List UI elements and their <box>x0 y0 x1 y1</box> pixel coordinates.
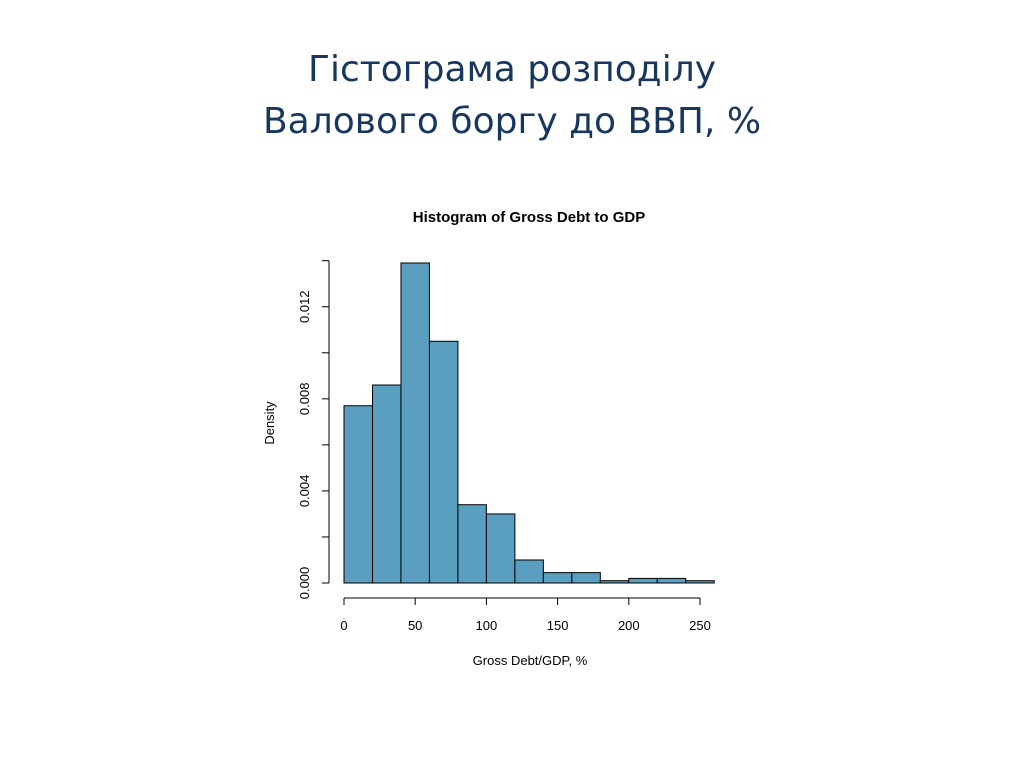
x-tick-label-4: 200 <box>618 618 640 633</box>
x-tick-label-1: 50 <box>408 618 422 633</box>
x-tick-label-5: 250 <box>689 618 711 633</box>
y-axis: 0.000 0.004 0.008 0.012 <box>297 260 330 600</box>
x-tick-label-2: 100 <box>476 618 498 633</box>
slide-title: Гістограма розподілу Валового боргу до В… <box>0 44 1024 148</box>
histogram-bar-12 <box>685 580 715 584</box>
y-axis-label: Density <box>262 401 277 445</box>
histogram-bar-6 <box>514 559 544 584</box>
chart-title: Histogram of Gross Debt to GDP <box>413 209 646 226</box>
slide-title-line-2: Валового боргу до ВВП, % <box>262 101 762 142</box>
x-axis-label: Gross Debt/GDP, % <box>473 653 588 668</box>
histogram-bar-8 <box>571 572 601 584</box>
y-tick-label-6: 0.012 <box>297 290 312 323</box>
y-tick-label-2: 0.004 <box>297 475 312 508</box>
x-tick-label-3: 150 <box>547 618 569 633</box>
x-tick-label-0: 0 <box>340 618 347 633</box>
bars-group <box>343 262 715 584</box>
histogram-bar-1 <box>371 384 402 584</box>
histogram-bar-7 <box>542 572 573 584</box>
histogram-bar-3 <box>428 340 459 584</box>
y-tick-label-4: 0.008 <box>297 383 312 416</box>
histogram-bar-2 <box>400 262 430 584</box>
x-axis: 0 50 100 150 200 250 <box>340 597 711 633</box>
histogram-bar-9 <box>599 580 630 584</box>
y-tick-label-0: 0.000 <box>297 567 312 600</box>
histogram-bar-4 <box>457 504 487 584</box>
histogram-bar-10 <box>628 577 658 584</box>
slide-title-line-1: Гістограма розподілу <box>307 49 717 90</box>
histogram-bar-5 <box>485 513 516 584</box>
histogram-bar-0 <box>343 405 373 584</box>
histogram-bar-11 <box>656 577 687 584</box>
